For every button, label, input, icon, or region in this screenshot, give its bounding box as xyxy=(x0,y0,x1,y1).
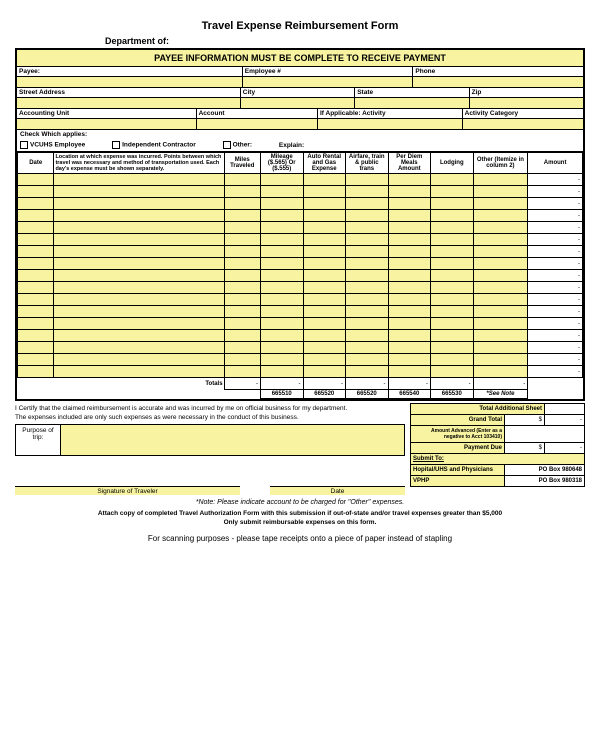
only-submit-note: Only submit reimbursable expenses on thi… xyxy=(15,519,585,526)
bottom-section: I Certify that the claimed reimbursement… xyxy=(15,403,585,495)
vcuhs-checkbox[interactable] xyxy=(20,141,28,149)
contractor-checkbox[interactable] xyxy=(112,141,120,149)
col-perdiem: Per Diem Meals Amount xyxy=(388,153,431,174)
expense-row[interactable]: - xyxy=(18,174,583,186)
signature-traveler[interactable]: Signature of Traveler xyxy=(15,486,240,495)
col-miles: Miles Traveled xyxy=(224,153,260,174)
col-auto: Auto Rental and Gas Expense xyxy=(303,153,346,174)
expense-row[interactable]: - xyxy=(18,306,583,318)
totals-label: Totals xyxy=(18,378,225,390)
col-airfare: Airfare, train & public trans xyxy=(346,153,389,174)
attach-note: Attach copy of completed Travel Authoriz… xyxy=(15,510,585,517)
payee-input-row[interactable] xyxy=(17,77,583,88)
total-miles: - xyxy=(224,378,260,390)
total-lodging: - xyxy=(431,378,474,390)
expense-row[interactable]: - xyxy=(18,354,583,366)
expense-table: Date Location at which expense was incur… xyxy=(17,152,583,399)
expense-row[interactable]: - xyxy=(18,282,583,294)
employee-num-label: Employee # xyxy=(243,67,414,76)
acct-5: 665530 xyxy=(431,390,474,399)
payee-banner: PAYEE INFORMATION MUST BE COMPLETE TO RE… xyxy=(17,50,583,67)
payee-label: Payee: xyxy=(17,67,243,76)
expense-row[interactable]: - xyxy=(18,234,583,246)
expense-row[interactable]: - xyxy=(18,342,583,354)
expense-row[interactable]: - xyxy=(18,246,583,258)
form-title: Travel Expense Reimbursement Form xyxy=(15,20,585,32)
department-label: Department of: xyxy=(105,36,585,46)
payment-due-label: Payment Due xyxy=(411,443,505,454)
scan-note: For scanning purposes - please tape rece… xyxy=(15,534,585,543)
acct-unit-label: Accounting Unit xyxy=(17,109,197,118)
grand-total-label: Grand Total xyxy=(411,415,505,426)
expense-row[interactable]: - xyxy=(18,186,583,198)
acct-2: 665520 xyxy=(303,390,346,399)
expense-row[interactable]: - xyxy=(18,222,583,234)
col-other: Other (Itemize in column 2) xyxy=(473,153,528,174)
col-mileage: Mileage ($.565) Or ($.555) xyxy=(260,153,303,174)
total-mileage: - xyxy=(260,378,303,390)
acct-3: 665520 xyxy=(346,390,389,399)
total-perdiem: - xyxy=(388,378,431,390)
expense-row[interactable]: - xyxy=(18,366,583,378)
phone-label: Phone xyxy=(413,67,583,76)
vcuhs-label: VCUHS Employee xyxy=(30,142,85,149)
acct-1: 665510 xyxy=(260,390,303,399)
acct-6: *See Note xyxy=(473,390,528,399)
purpose-box: Purpose of trip: xyxy=(15,424,405,456)
purpose-input[interactable] xyxy=(61,425,404,455)
expense-row[interactable]: - xyxy=(18,270,583,282)
purpose-label: Purpose of trip: xyxy=(16,425,61,455)
col-date: Date xyxy=(18,153,54,174)
submit-to-label: Submit To: xyxy=(411,454,585,465)
zip-label: Zip xyxy=(470,88,583,97)
if-applicable-label: If Applicable: Activity xyxy=(318,109,463,118)
accounts-row: 665510 665520 665520 665540 665530 *See … xyxy=(18,390,583,399)
signature-date[interactable]: Date xyxy=(270,486,405,495)
po-box-2: PO Box 980318 xyxy=(505,476,585,487)
other-checkbox[interactable] xyxy=(223,141,231,149)
note-other: *Note: Please indicate account to be cha… xyxy=(15,499,585,506)
amount-advanced-label: Amount Advanced (Enter as a negative to … xyxy=(411,426,505,443)
po-box-1: PO Box 980648 xyxy=(505,465,585,476)
address-input-row[interactable] xyxy=(17,98,583,109)
form-container: PAYEE INFORMATION MUST BE COMPLETE TO RE… xyxy=(15,48,585,401)
street-label: Street Address xyxy=(17,88,241,97)
total-auto: - xyxy=(303,378,346,390)
acct-4: 665540 xyxy=(388,390,431,399)
hospital-label: Hopital/UHS and Physicians xyxy=(411,465,505,476)
contractor-label: Independent Contractor xyxy=(122,142,196,149)
expenses-text: The expenses included are only such expe… xyxy=(15,414,405,421)
expense-row[interactable]: - xyxy=(18,210,583,222)
account-input-row[interactable] xyxy=(17,119,583,130)
expense-row[interactable]: - xyxy=(18,258,583,270)
explain-label: Explain: xyxy=(279,142,304,149)
expense-row[interactable]: - xyxy=(18,318,583,330)
totals-row: Totals - - - - - - - xyxy=(18,378,583,390)
activity-cat-label: Activity Category xyxy=(463,109,583,118)
check-which-label: Check Which applies: xyxy=(17,130,583,139)
expense-row[interactable]: - xyxy=(18,294,583,306)
total-other: - xyxy=(473,378,528,390)
expense-row[interactable]: - xyxy=(18,198,583,210)
state-label: State xyxy=(355,88,469,97)
other-label: Other: xyxy=(233,142,253,149)
vphp-label: VPHP xyxy=(411,476,505,487)
col-location: Location at which expense was incurred. … xyxy=(54,153,224,174)
checkbox-row: VCUHS Employee Independent Contractor Ot… xyxy=(17,139,583,152)
col-amount: Amount xyxy=(528,153,583,174)
total-airfare: - xyxy=(346,378,389,390)
col-lodging: Lodging xyxy=(431,153,474,174)
expense-row[interactable]: - xyxy=(18,330,583,342)
total-additional-label: Total Additional Sheet xyxy=(411,404,545,415)
certify-text: I Certify that the claimed reimbursement… xyxy=(15,405,405,412)
city-label: City xyxy=(241,88,355,97)
summary-table: Total Additional Sheet Grand Total$- Amo… xyxy=(410,403,585,487)
account-label: Account xyxy=(197,109,318,118)
